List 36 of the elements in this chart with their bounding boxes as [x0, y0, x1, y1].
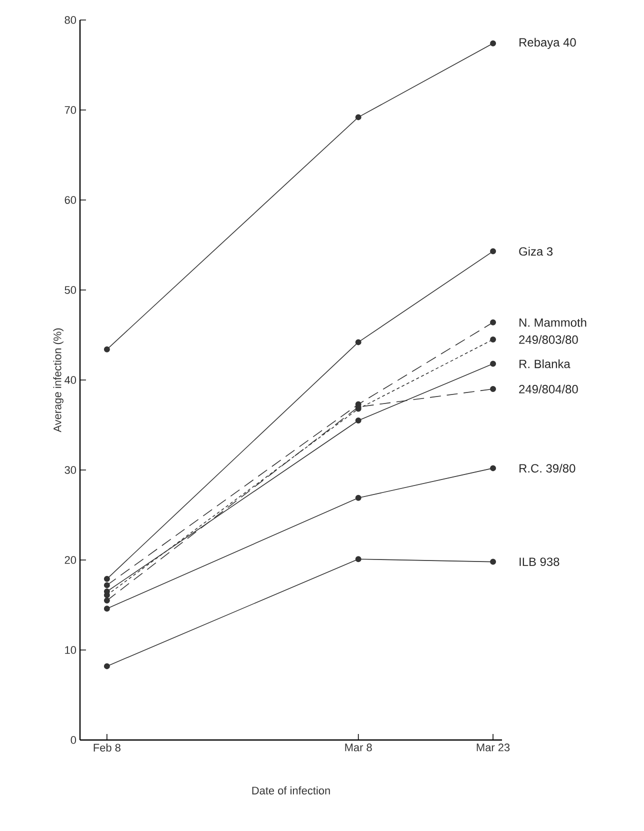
- point: [104, 576, 110, 582]
- series-label: Rebaya 40: [520, 38, 576, 49]
- point: [104, 606, 110, 612]
- series-label: N. Mammoth: [520, 318, 586, 327]
- point: [490, 360, 496, 367]
- point: [104, 598, 110, 604]
- y-tick-label: 40: [64, 376, 76, 384]
- x-tick-label: Feb 8: [94, 744, 120, 752]
- y-tick-label: 80: [64, 16, 76, 24]
- series-label: R.C. 39/80: [520, 464, 576, 473]
- point: [490, 40, 496, 46]
- x-tick-label: Mar 8: [345, 744, 372, 752]
- point: [104, 582, 110, 588]
- point: [490, 336, 496, 342]
- point: [490, 319, 496, 326]
- y-tick-label: 0: [70, 736, 76, 744]
- y-tick-label: 50: [64, 286, 76, 294]
- point: [104, 663, 110, 670]
- x-tick-label: Mar 23: [476, 744, 510, 752]
- series-label: 249/804/80: [519, 384, 578, 394]
- y-tick-label: 60: [64, 196, 76, 204]
- series-label: Giza 3: [519, 246, 553, 256]
- point: [490, 386, 496, 392]
- point: [490, 465, 496, 472]
- y-tick-label: 20: [64, 556, 76, 564]
- y-tick-label: 10: [65, 646, 76, 654]
- y-tick-label: 70: [64, 106, 76, 114]
- point: [490, 248, 496, 254]
- point: [490, 558, 496, 565]
- point: [104, 346, 110, 352]
- series-label: 249/803/80: [519, 335, 578, 344]
- x-axis-title: Date of infection: [252, 786, 330, 794]
- text: ILB 938: [520, 558, 560, 566]
- y-axis-title: Average infection (%): [53, 328, 64, 432]
- y-tick-label: 30: [64, 466, 76, 474]
- series-label: R. Blanka: [520, 359, 570, 368]
